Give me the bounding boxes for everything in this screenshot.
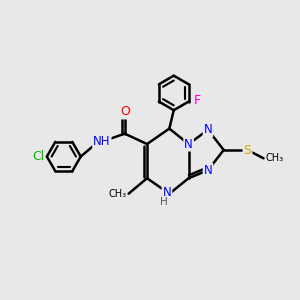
Text: N: N: [204, 164, 212, 177]
Text: Cl: Cl: [32, 150, 44, 163]
Text: F: F: [194, 94, 201, 106]
Text: CH₃: CH₃: [266, 153, 284, 163]
Text: N: N: [184, 138, 193, 151]
Text: N: N: [163, 186, 171, 199]
Text: N: N: [204, 123, 212, 136]
Text: CH₃: CH₃: [108, 189, 126, 199]
Text: NH: NH: [93, 135, 111, 148]
Text: S: S: [244, 143, 251, 157]
Text: H: H: [160, 197, 168, 207]
Text: O: O: [120, 106, 130, 118]
